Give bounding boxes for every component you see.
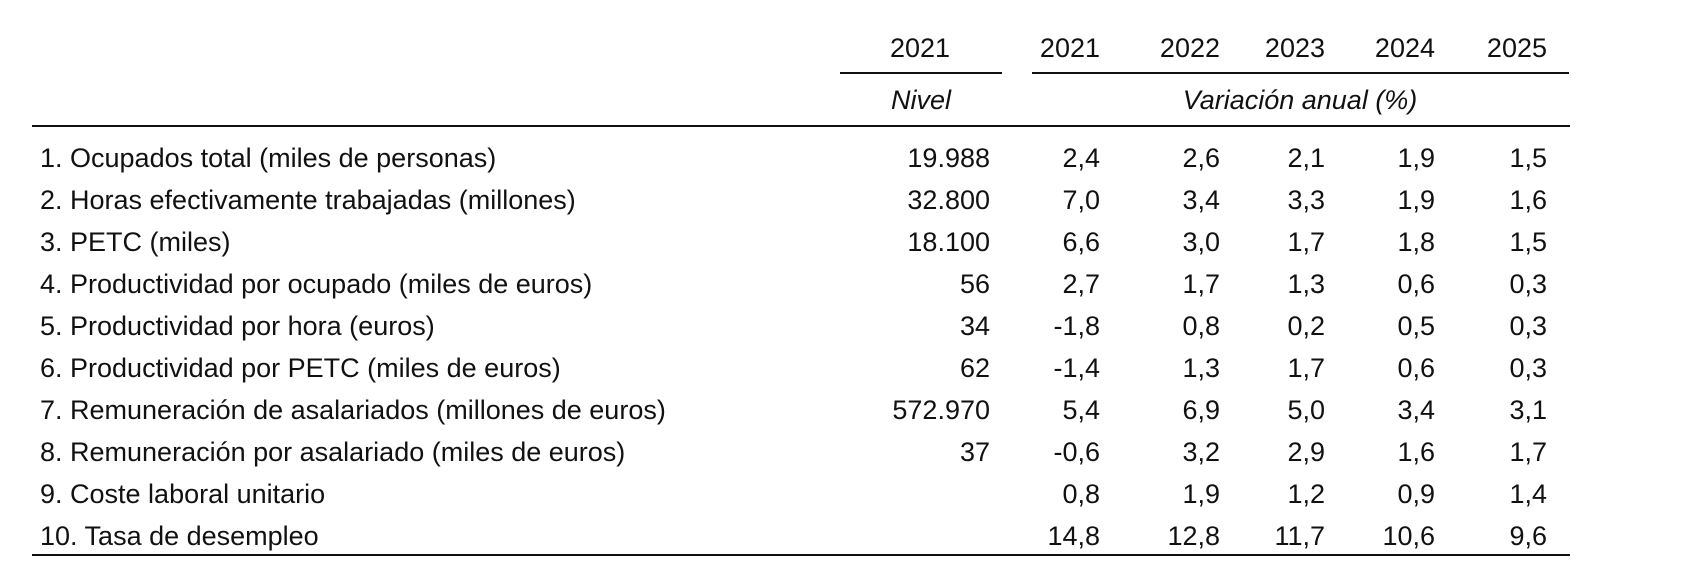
row-variation-value-2025: 9,6 <box>1509 521 1547 551</box>
row-variation-value-2025: 1,4 <box>1509 479 1547 509</box>
year-header-2022: 2022 <box>1159 33 1220 63</box>
row-variation-value-2023: 3,3 <box>1287 185 1325 215</box>
row-variation-value-2022: 1,9 <box>1182 479 1220 509</box>
row-variation-value-2021: 14,8 <box>1047 521 1100 551</box>
row-variation-value-2023: 1,7 <box>1287 227 1325 257</box>
level-header-rule <box>840 72 1002 74</box>
row-variation-value-2021: 0,8 <box>1062 479 1100 509</box>
year-header-2021: 2021 <box>1039 33 1100 63</box>
row-variation-value-2024: 1,8 <box>1397 227 1435 257</box>
row-variation-value-2025: 0,3 <box>1509 311 1547 341</box>
row-variation-value-2023: 11,7 <box>1274 521 1325 551</box>
row-variation-value-2021: -1,4 <box>1053 353 1100 383</box>
row-level-value: 18.100 <box>907 227 990 257</box>
row-level-value: 19.988 <box>907 143 990 173</box>
row-variation-value-2023: 2,1 <box>1287 143 1325 173</box>
row-level-value: 572.970 <box>892 395 990 425</box>
row-variation-value-2022: 6,9 <box>1182 395 1220 425</box>
row-variation-value-2025: 1,6 <box>1509 185 1547 215</box>
row-variation-value-2022: 12,8 <box>1167 521 1220 551</box>
year-header-2023: 2023 <box>1264 33 1325 63</box>
variation-header-rule <box>1032 72 1569 74</box>
row-level-value: 34 <box>959 311 990 341</box>
row-level-value: 62 <box>959 353 990 383</box>
row-label: 4. Productividad por ocupado (miles de e… <box>40 269 593 299</box>
row-variation-value-2021: 6,6 <box>1062 227 1100 257</box>
row-variation-value-2023: 0,2 <box>1287 311 1325 341</box>
row-variation-value-2022: 3,4 <box>1182 185 1220 215</box>
row-variation-value-2025: 0,3 <box>1509 353 1547 383</box>
row-variation-value-2021: 2,4 <box>1062 143 1100 173</box>
row-variation-value-2022: 3,0 <box>1182 227 1220 257</box>
row-variation-value-2024: 0,6 <box>1397 269 1435 299</box>
row-variation-value-2022: 2,6 <box>1182 143 1220 173</box>
row-variation-value-2024: 0,6 <box>1397 353 1435 383</box>
row-variation-value-2024: 3,4 <box>1397 395 1435 425</box>
row-variation-value-2021: 5,4 <box>1062 395 1100 425</box>
row-variation-value-2024: 1,6 <box>1397 437 1435 467</box>
row-variation-value-2021: 7,0 <box>1062 185 1100 215</box>
row-level-value: 37 <box>959 437 990 467</box>
row-variation-value-2025: 3,1 <box>1509 395 1547 425</box>
row-level-value: 32.800 <box>907 185 990 215</box>
table-bottom-rule <box>32 554 1570 556</box>
row-variation-value-2021: -0,6 <box>1053 437 1100 467</box>
row-label: 6. Productividad por PETC (miles de euro… <box>40 353 561 383</box>
row-label: 3. PETC (miles) <box>40 227 231 257</box>
row-variation-value-2023: 1,3 <box>1287 269 1325 299</box>
row-variation-value-2024: 0,5 <box>1397 311 1435 341</box>
row-variation-value-2024: 10,6 <box>1382 521 1435 551</box>
row-label: 8. Remuneración por asalariado (miles de… <box>40 437 626 467</box>
row-variation-value-2024: 1,9 <box>1397 143 1435 173</box>
row-variation-value-2022: 0,8 <box>1182 311 1220 341</box>
table-top-rule <box>32 125 1570 127</box>
row-label: 1. Ocupados total (miles de personas) <box>40 143 497 173</box>
row-variation-value-2023: 2,9 <box>1287 437 1325 467</box>
row-variation-value-2025: 0,3 <box>1509 269 1547 299</box>
row-variation-value-2025: 1,5 <box>1509 143 1547 173</box>
row-label: 9. Coste laboral unitario <box>40 479 326 509</box>
row-label: 5. Productividad por hora (euros) <box>40 311 435 341</box>
row-variation-value-2025: 1,5 <box>1509 227 1547 257</box>
level-year-header: 2021 <box>889 33 951 63</box>
row-variation-value-2023: 5,0 <box>1287 395 1325 425</box>
row-variation-value-2023: 1,2 <box>1287 479 1325 509</box>
row-label: 7. Remuneración de asalariados (millones… <box>40 395 666 425</box>
row-variation-value-2021: -1,8 <box>1053 311 1100 341</box>
row-variation-value-2022: 3,2 <box>1182 437 1220 467</box>
variation-subheader: Variación anual (%) <box>1182 85 1418 115</box>
row-variation-value-2023: 1,7 <box>1287 353 1325 383</box>
row-variation-value-2022: 1,3 <box>1182 353 1220 383</box>
row-label: 10. Tasa de desempleo <box>40 521 319 551</box>
year-header-2024: 2024 <box>1374 33 1435 63</box>
row-variation-value-2021: 2,7 <box>1062 269 1100 299</box>
row-level-value: 56 <box>959 269 990 299</box>
row-variation-value-2025: 1,7 <box>1509 437 1547 467</box>
row-variation-value-2024: 0,9 <box>1397 479 1435 509</box>
row-variation-value-2022: 1,7 <box>1182 269 1220 299</box>
row-label: 2. Horas efectivamente trabajadas (millo… <box>40 185 576 215</box>
row-variation-value-2024: 1,9 <box>1397 185 1435 215</box>
year-header-2025: 2025 <box>1486 33 1547 63</box>
level-subheader: Nivel <box>890 85 951 115</box>
